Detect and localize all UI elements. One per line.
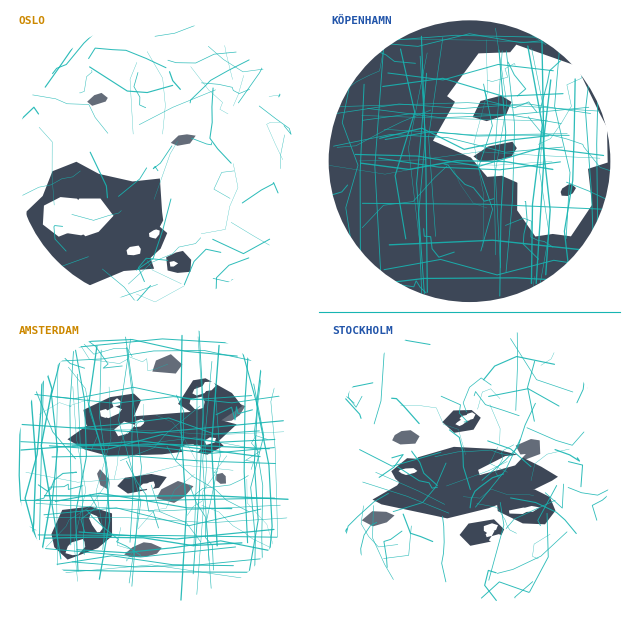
Polygon shape: [83, 394, 141, 430]
Polygon shape: [110, 253, 138, 270]
Polygon shape: [100, 409, 110, 418]
Polygon shape: [111, 398, 120, 407]
Polygon shape: [105, 406, 122, 418]
Polygon shape: [372, 447, 558, 518]
Polygon shape: [478, 454, 526, 475]
Polygon shape: [171, 135, 196, 146]
Polygon shape: [204, 437, 216, 445]
Polygon shape: [173, 429, 223, 454]
Polygon shape: [170, 261, 178, 267]
Polygon shape: [163, 421, 181, 431]
Polygon shape: [473, 95, 511, 121]
Polygon shape: [433, 45, 608, 195]
Polygon shape: [152, 354, 182, 374]
Polygon shape: [68, 410, 237, 456]
Polygon shape: [51, 507, 112, 560]
Polygon shape: [509, 508, 531, 514]
Polygon shape: [362, 511, 394, 526]
Circle shape: [12, 17, 301, 306]
Polygon shape: [146, 481, 155, 488]
Polygon shape: [489, 534, 503, 543]
Polygon shape: [8, 162, 163, 298]
Polygon shape: [67, 219, 105, 236]
Text: OSLO: OSLO: [19, 16, 46, 25]
Circle shape: [325, 17, 614, 306]
Polygon shape: [115, 422, 135, 436]
Polygon shape: [135, 419, 145, 427]
Polygon shape: [178, 378, 242, 421]
Polygon shape: [466, 412, 476, 420]
Polygon shape: [399, 468, 418, 475]
Polygon shape: [180, 444, 196, 452]
Polygon shape: [116, 224, 167, 265]
Polygon shape: [523, 506, 540, 512]
Polygon shape: [561, 184, 576, 196]
Polygon shape: [166, 251, 191, 273]
Polygon shape: [66, 539, 85, 555]
Polygon shape: [43, 197, 85, 237]
Polygon shape: [496, 489, 555, 525]
Polygon shape: [484, 523, 498, 534]
Polygon shape: [156, 481, 193, 503]
Circle shape: [12, 321, 301, 609]
Polygon shape: [216, 473, 226, 484]
Polygon shape: [97, 469, 109, 489]
Polygon shape: [149, 229, 160, 239]
Text: STOCKHOLM: STOCKHOLM: [332, 326, 393, 335]
Polygon shape: [392, 430, 419, 445]
Polygon shape: [391, 458, 441, 486]
Polygon shape: [473, 142, 517, 162]
Polygon shape: [192, 386, 207, 396]
Polygon shape: [87, 93, 108, 106]
Polygon shape: [486, 531, 495, 537]
Polygon shape: [421, 489, 433, 505]
Polygon shape: [67, 198, 113, 236]
Text: AMSTERDAM: AMSTERDAM: [19, 326, 80, 335]
Polygon shape: [124, 542, 162, 557]
Polygon shape: [146, 484, 155, 490]
Polygon shape: [443, 410, 481, 433]
Polygon shape: [139, 483, 151, 490]
Polygon shape: [215, 403, 245, 422]
Polygon shape: [89, 513, 103, 533]
Polygon shape: [126, 246, 141, 255]
Polygon shape: [190, 397, 205, 409]
Polygon shape: [459, 520, 504, 546]
Polygon shape: [45, 200, 66, 216]
Circle shape: [325, 321, 614, 609]
Polygon shape: [455, 418, 468, 426]
Polygon shape: [192, 445, 201, 452]
Polygon shape: [117, 474, 167, 494]
Polygon shape: [517, 136, 592, 236]
Text: KÖPENHAMN: KÖPENHAMN: [332, 16, 393, 25]
Polygon shape: [516, 439, 540, 460]
Polygon shape: [459, 415, 471, 422]
Polygon shape: [202, 381, 216, 391]
